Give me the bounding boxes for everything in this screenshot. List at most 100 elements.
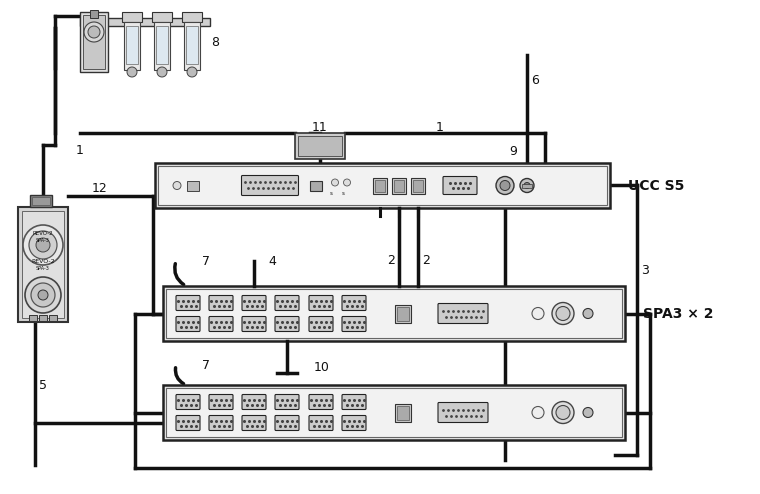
Circle shape [500,180,510,191]
Circle shape [556,306,570,321]
Circle shape [344,179,350,186]
FancyBboxPatch shape [242,295,266,311]
Bar [49,315,57,321]
FancyBboxPatch shape [309,415,333,430]
Text: SPA-3: SPA-3 [36,265,50,271]
Bar [411,177,425,194]
Bar [392,177,406,194]
FancyBboxPatch shape [176,415,200,430]
Bar [155,163,610,208]
FancyBboxPatch shape [209,415,233,430]
Circle shape [552,302,574,325]
Circle shape [496,176,514,195]
FancyBboxPatch shape [342,415,366,430]
Bar [90,10,98,18]
Bar [375,179,385,192]
Bar [30,195,52,207]
FancyBboxPatch shape [275,395,299,410]
Text: 1: 1 [436,121,444,133]
Circle shape [520,178,534,193]
Text: 2: 2 [387,253,395,266]
Circle shape [88,26,100,38]
Bar [124,22,140,70]
FancyBboxPatch shape [242,175,299,196]
Bar [166,289,622,338]
Circle shape [556,406,570,419]
Circle shape [583,308,593,319]
Text: 7: 7 [202,254,210,267]
FancyBboxPatch shape [309,395,333,410]
Text: 2: 2 [422,253,430,266]
Text: 7: 7 [202,359,210,371]
FancyBboxPatch shape [275,415,299,430]
FancyBboxPatch shape [342,317,366,331]
Circle shape [532,307,544,320]
FancyBboxPatch shape [438,403,488,422]
Circle shape [583,408,593,417]
Bar [18,207,68,322]
FancyBboxPatch shape [342,395,366,410]
Circle shape [157,67,167,77]
Circle shape [31,283,55,307]
Circle shape [127,67,137,77]
Circle shape [84,22,104,42]
FancyBboxPatch shape [242,415,266,430]
Bar [397,406,409,419]
FancyBboxPatch shape [176,317,200,331]
FancyBboxPatch shape [209,395,233,410]
Bar [522,183,532,188]
FancyBboxPatch shape [309,317,333,331]
Bar [310,180,322,191]
FancyBboxPatch shape [242,395,266,410]
Circle shape [25,277,61,313]
Text: REVO-2: REVO-2 [33,231,53,236]
Bar [39,315,47,321]
Bar [154,22,170,70]
Text: 4: 4 [268,254,276,267]
Bar [156,26,168,64]
Bar [373,177,387,194]
Text: 6: 6 [531,74,539,86]
Circle shape [331,179,338,186]
Text: SPA-3: SPA-3 [36,238,50,243]
Bar [184,22,200,70]
FancyBboxPatch shape [209,295,233,311]
Text: 11: 11 [312,121,328,133]
Circle shape [187,67,197,77]
Bar [182,12,202,22]
FancyBboxPatch shape [275,295,299,311]
Bar [152,12,172,22]
Bar [32,197,50,205]
Bar [126,26,138,64]
Text: 5: 5 [39,378,47,392]
Bar [394,179,404,192]
Bar [295,133,345,159]
FancyBboxPatch shape [309,295,333,311]
Circle shape [552,402,574,423]
Text: 12: 12 [92,182,108,195]
FancyBboxPatch shape [242,317,266,331]
FancyBboxPatch shape [443,176,477,195]
Circle shape [532,407,544,418]
Circle shape [29,231,57,259]
Text: REVO-2: REVO-2 [31,258,55,263]
Text: 3: 3 [641,263,649,277]
Bar [413,179,423,192]
Circle shape [173,181,181,190]
Bar [397,306,409,321]
FancyBboxPatch shape [176,295,200,311]
Bar [80,12,108,72]
FancyBboxPatch shape [176,395,200,410]
FancyBboxPatch shape [438,303,488,324]
Circle shape [38,290,48,300]
Bar [83,15,105,69]
Bar [22,211,64,318]
Bar [29,315,37,321]
FancyBboxPatch shape [342,295,366,311]
Text: UCC S5: UCC S5 [628,178,684,193]
Bar [395,404,411,421]
Bar [122,12,142,22]
FancyBboxPatch shape [209,317,233,331]
Circle shape [36,238,50,252]
Text: 10: 10 [314,361,330,373]
